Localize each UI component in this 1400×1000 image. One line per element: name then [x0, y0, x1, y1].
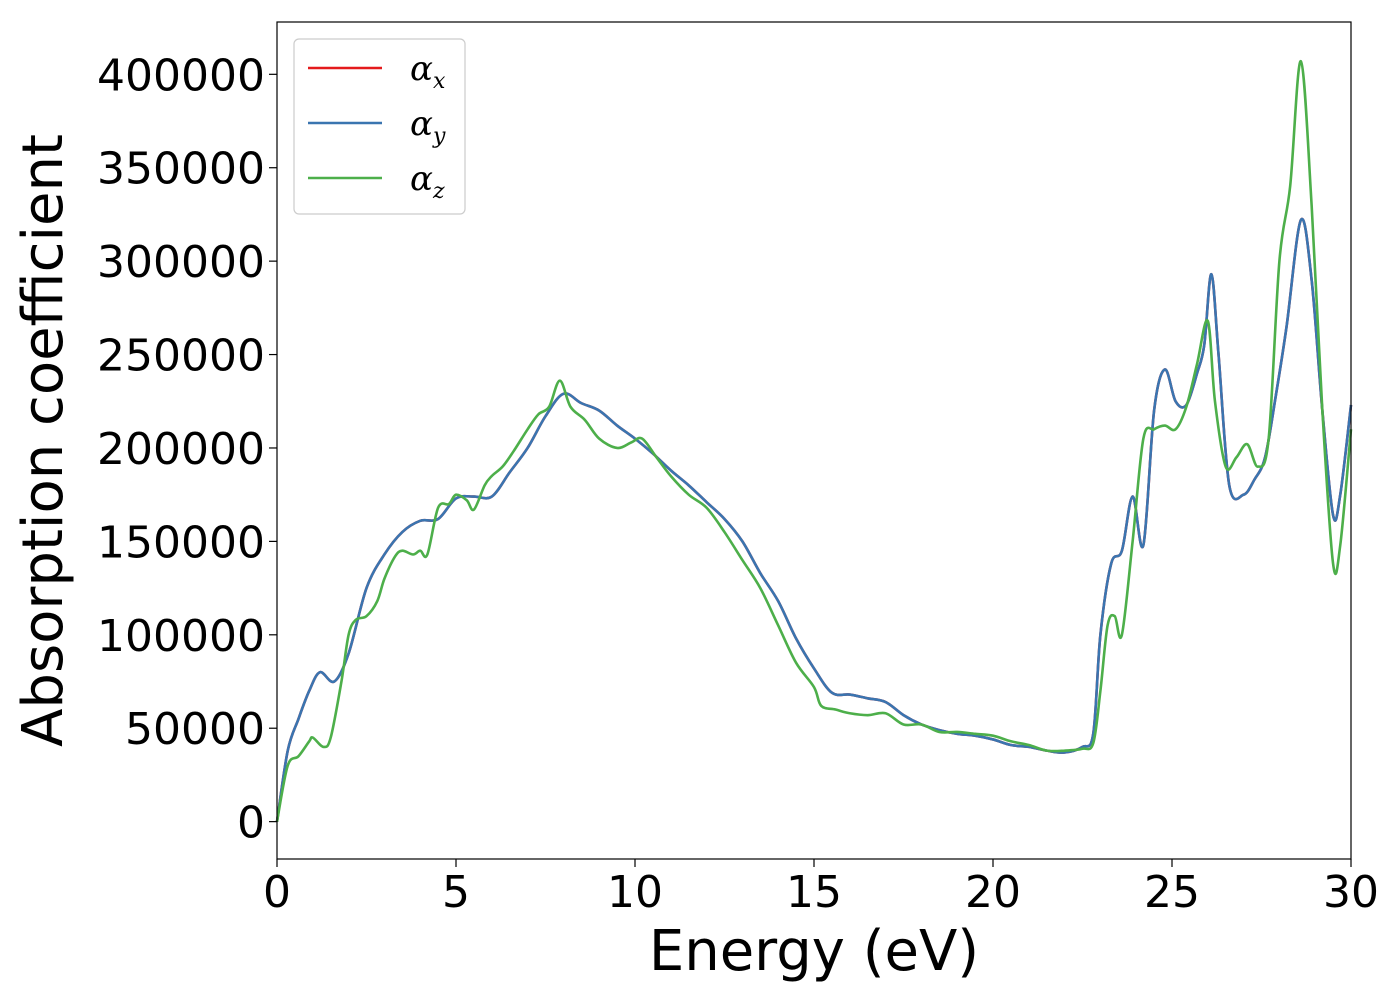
x-axis-label: Energy (eV): [649, 919, 979, 984]
y-tick-label: 400000: [97, 50, 265, 101]
x-tick-label: 15: [786, 867, 842, 918]
y-tick-label: 300000: [97, 237, 265, 288]
legend-box: [293, 38, 466, 215]
y-tick-label: 50000: [125, 704, 265, 755]
y-axis-label: Absorption coefficient: [11, 134, 76, 747]
y-tick-label: 100000: [97, 611, 265, 662]
series-line-alpha-z: [275, 59, 1353, 822]
y-tick-label: 200000: [97, 424, 265, 475]
y-tick-label: 0: [237, 798, 265, 849]
y-tick-label: 250000: [97, 331, 265, 382]
legend-subscript: y: [432, 124, 446, 149]
legend-subscript: x: [433, 69, 446, 94]
legend-label-alpha-x: αx: [410, 49, 446, 94]
series-layer: [275, 59, 1353, 822]
y-tick-label: 350000: [97, 144, 265, 195]
y-axis-ticks: 0 50000 100000 150000 200000 250000 300000 3500…: [97, 50, 277, 849]
x-tick-label: 0: [263, 867, 291, 918]
x-tick-label: 5: [442, 867, 470, 918]
x-axis-ticks: 0 5 10 15 20 25 30: [263, 859, 1379, 918]
x-tick-label: 20: [965, 867, 1021, 918]
x-tick-label: 10: [607, 867, 663, 918]
x-tick-label: 30: [1323, 867, 1379, 918]
y-tick-label: 150000: [97, 517, 265, 568]
x-tick-label: 25: [1144, 867, 1200, 918]
legend-subscript: z: [432, 179, 445, 204]
